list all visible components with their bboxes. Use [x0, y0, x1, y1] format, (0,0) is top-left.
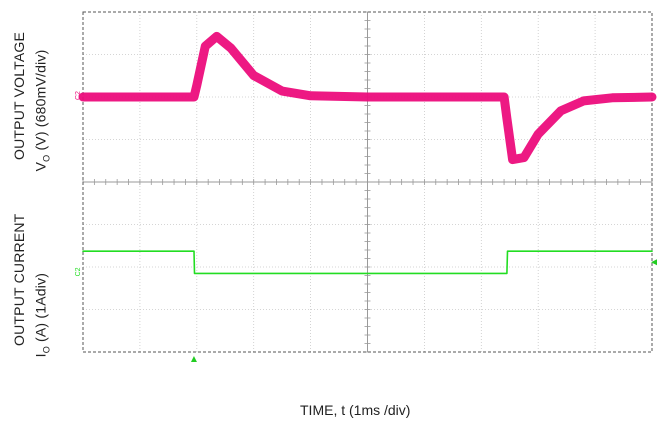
chart-markers: [190, 259, 657, 362]
chart-grid: [82, 11, 653, 353]
voltage-axis-subscript: O: [41, 154, 52, 162]
plot-frame: [82, 11, 653, 353]
current-axis-units: (A) (1Adiv): [32, 272, 49, 347]
voltage-axis-label-line1: OUTPUT VOLTAGE: [11, 31, 27, 160]
voltage-channel-marker: C2: [75, 91, 82, 100]
x-axis-label: TIME, t (1ms /div): [300, 402, 411, 418]
trigger-position-marker: [190, 356, 197, 362]
current-axis-symbol: I: [32, 353, 49, 358]
current-axis-label-line1: OUTPUT CURRENT: [11, 213, 27, 346]
chart-traces: C2 C2: [75, 31, 657, 276]
current-axis-label-line2: IO (A) (1Adiv): [33, 227, 52, 357]
current-axis-subscript: O: [41, 346, 52, 354]
voltage-axis-symbol: V: [32, 161, 49, 172]
voltage-axis-units: (V) (680mV/div): [32, 49, 49, 155]
current-channel-marker: C2: [75, 267, 82, 276]
trigger-level-marker: [651, 259, 657, 266]
voltage-trace: [78, 31, 657, 165]
current-trace: [82, 250, 653, 275]
voltage-axis-label-line2: VO (V) (680mV/div): [32, 41, 52, 172]
